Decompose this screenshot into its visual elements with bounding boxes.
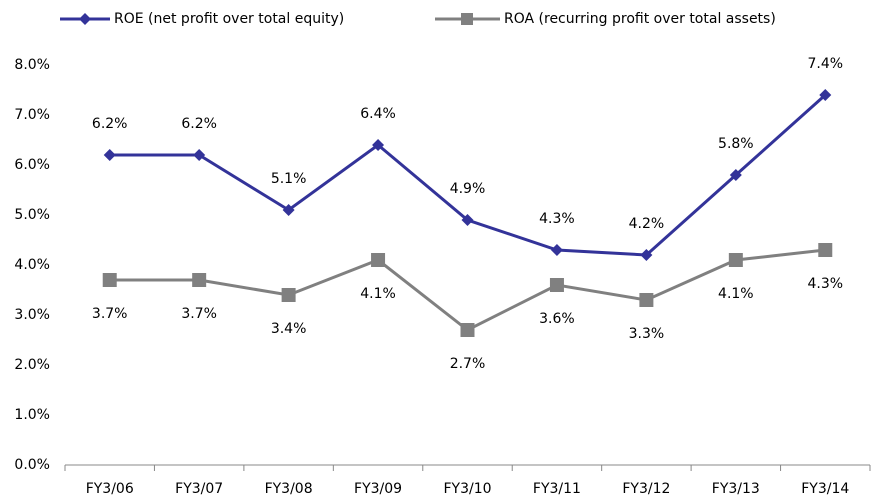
marker <box>729 169 742 181</box>
data-label: 4.3% <box>539 211 575 227</box>
x-tick-label: FY3/09 <box>354 481 402 497</box>
data-label: 3.3% <box>629 326 665 342</box>
data-label: 5.1% <box>271 171 307 187</box>
data-label: 3.6% <box>539 311 575 327</box>
x-tick-label: FY3/07 <box>175 481 223 497</box>
data-label: 7.4% <box>807 56 843 72</box>
data-label: 4.2% <box>629 216 665 232</box>
marker <box>102 273 117 287</box>
y-tick-label: 1.0% <box>14 407 50 423</box>
y-tick-label: 7.0% <box>14 107 50 123</box>
marker <box>372 139 385 151</box>
legend-marker <box>79 13 91 25</box>
data-label: 6.2% <box>92 116 128 132</box>
y-tick-label: 4.0% <box>14 257 50 273</box>
data-label: 4.3% <box>807 276 843 292</box>
marker <box>460 323 475 337</box>
y-tick-label: 6.0% <box>14 157 50 173</box>
x-tick-label: FY3/13 <box>712 481 760 497</box>
x-tick-label: FY3/11 <box>533 481 581 497</box>
data-label: 3.7% <box>181 306 217 322</box>
legend-marker <box>461 13 473 25</box>
y-tick-label: 8.0% <box>14 57 50 73</box>
x-tick-label: FY3/14 <box>801 481 849 497</box>
data-label: 5.8% <box>718 136 754 152</box>
data-label: 4.1% <box>718 286 754 302</box>
data-label: 4.9% <box>450 181 486 197</box>
marker <box>640 249 653 261</box>
marker <box>818 243 833 257</box>
y-tick-label: 0.0% <box>14 457 50 473</box>
data-label: 2.7% <box>450 356 486 372</box>
marker <box>281 288 296 302</box>
marker <box>819 89 832 101</box>
data-label: 3.7% <box>92 306 128 322</box>
y-tick-label: 3.0% <box>14 307 50 323</box>
marker <box>193 149 206 161</box>
marker <box>103 149 116 161</box>
data-label: 6.4% <box>360 106 396 122</box>
marker <box>549 278 564 292</box>
marker <box>728 253 743 267</box>
x-tick-label: FY3/08 <box>265 481 313 497</box>
data-label: 4.1% <box>360 286 396 302</box>
marker <box>192 273 207 287</box>
data-label: 6.2% <box>181 116 217 132</box>
x-tick-label: FY3/10 <box>443 481 491 497</box>
marker <box>639 293 654 307</box>
y-tick-label: 2.0% <box>14 357 50 373</box>
x-tick-label: FY3/12 <box>622 481 670 497</box>
y-tick-label: 5.0% <box>14 207 50 223</box>
marker <box>371 253 386 267</box>
marker <box>461 214 474 226</box>
marker <box>550 244 563 256</box>
data-label: 3.4% <box>271 321 307 337</box>
x-tick-label: FY3/06 <box>86 481 134 497</box>
legend-label: ROE (net profit over total equity) <box>114 11 344 27</box>
legend-label: ROA (recurring profit over total assets) <box>504 11 776 27</box>
legend: ROE (net profit over total equity) ROA (… <box>60 11 776 27</box>
series-line <box>109 93 827 257</box>
marker <box>282 204 295 216</box>
